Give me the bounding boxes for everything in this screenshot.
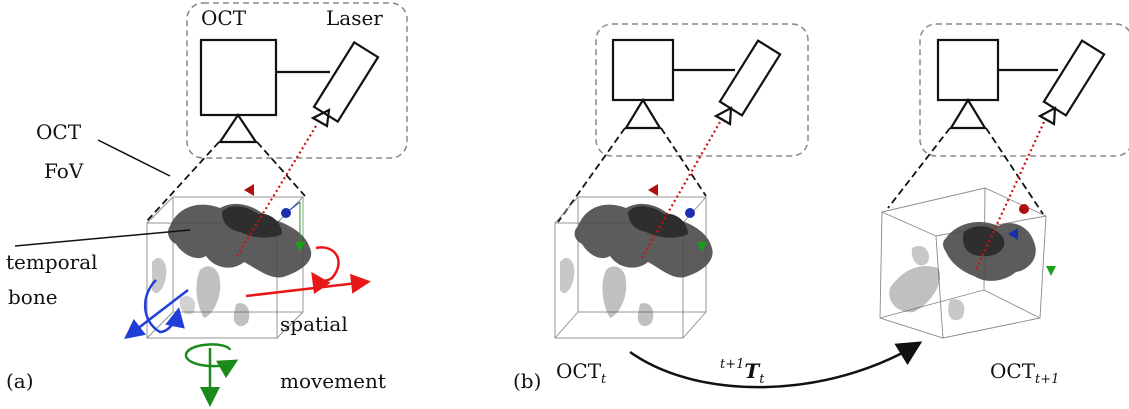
movement-label-line2: movement [280, 369, 386, 393]
marker-blue-b-t [685, 208, 695, 218]
oct-scanner-box-b-t [611, 38, 675, 102]
oct-lens-a [217, 113, 259, 144]
setup-frame-b-t [595, 23, 809, 157]
panel-b-left: (b) OCTt [513, 23, 809, 393]
rotation-y-axis-icon [124, 279, 189, 340]
laser-beam-a [235, 125, 317, 259]
fov-leader-line [97, 139, 171, 177]
oct-lens-b-t [624, 97, 662, 130]
laser-nozzle-b-t1 [1037, 106, 1057, 126]
setup-frame-b-t1 [919, 23, 1129, 157]
fov-line-left-a [145, 141, 220, 223]
fov-label-line1: OCT [36, 120, 82, 144]
tissue-b-t [560, 203, 713, 327]
temporal-bone-tissue-a [152, 203, 312, 327]
marker-red-a [244, 184, 254, 196]
marker-link-a [285, 201, 301, 214]
marker-green-b-t1 [1046, 266, 1056, 276]
bone-leader-line [14, 229, 191, 247]
fov-line-right-b-t1 [985, 127, 1044, 215]
laser-beam-b-t [641, 121, 721, 259]
movement-label-line1: spatial [280, 312, 348, 336]
marker-red-b-t [648, 184, 658, 196]
laser-beam-b-t1 [975, 121, 1045, 271]
oct-scanner-box-b-t1 [936, 38, 1000, 102]
panel-b-right: OCTt+1 [879, 23, 1129, 387]
rotation-x-axis-icon [245, 246, 371, 298]
laser-nozzle-a [310, 108, 331, 128]
fov-line-left-b-t [557, 127, 626, 223]
marker-green-b-t [697, 242, 707, 252]
marker-red-b-t1 [1019, 204, 1029, 214]
oct-t1-label: OCTt+1 [990, 359, 1059, 387]
panel-a: OCT Laser OCT FoV temporal bone spatial … [6, 2, 408, 407]
transform-label: t+1Tt [720, 357, 765, 387]
marker-blue-b-t1 [1008, 228, 1018, 240]
laser-unit-b-t [718, 39, 782, 117]
fov-line-right-a [256, 141, 306, 197]
laser-unit-b-t1 [1042, 39, 1106, 117]
laser-unit-a [312, 40, 380, 124]
setup-frame-a [186, 2, 408, 159]
marker-green-a [295, 242, 305, 252]
bone-label-line1: temporal [6, 250, 98, 274]
fov-line-right-b-t [660, 127, 707, 197]
fov-line-left-b-t1 [887, 127, 951, 209]
panel-label-b: (b) [513, 369, 541, 393]
oct-scanner-box-a [199, 38, 278, 117]
oct-lens-b-t1 [949, 97, 987, 130]
bone-label-line2: bone [8, 285, 58, 309]
fov-label-line2: FoV [44, 159, 84, 183]
panel-label-a: (a) [6, 369, 34, 393]
oct-label-a: OCT [201, 6, 247, 30]
laser-nozzle-b-t [713, 106, 733, 126]
oct-t-label-base: OCTt [556, 359, 607, 387]
transform-arrow [629, 341, 923, 389]
rotation-z-axis-icon [184, 343, 239, 407]
laser-label-a: Laser [326, 6, 383, 30]
